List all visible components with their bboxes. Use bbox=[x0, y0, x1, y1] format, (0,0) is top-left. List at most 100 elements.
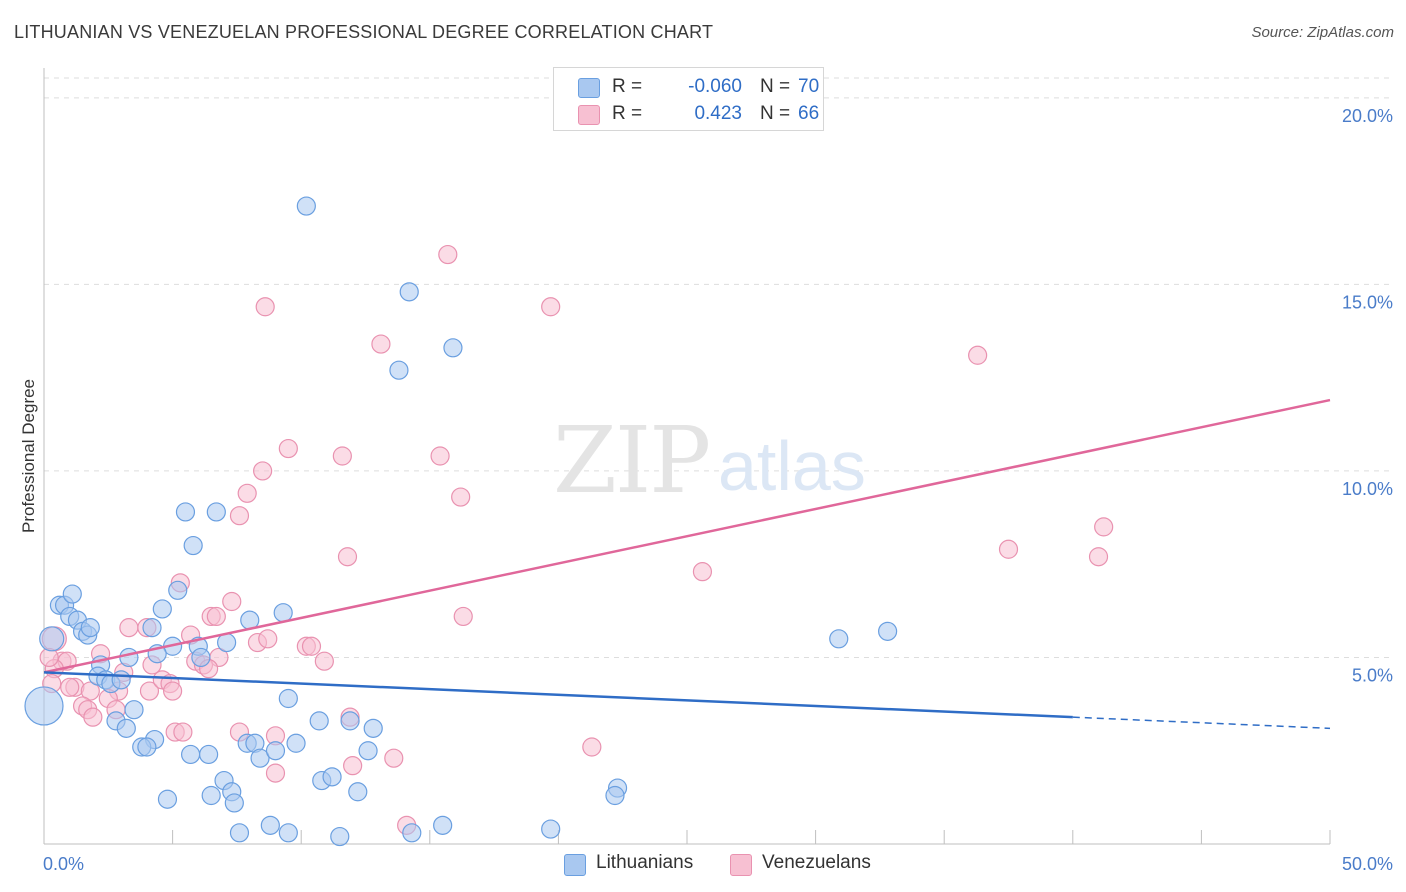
venezuelan-point bbox=[39, 647, 59, 668]
venezuelan-point bbox=[968, 345, 988, 365]
venezuelan-point bbox=[314, 651, 334, 671]
venezuelan-point bbox=[60, 677, 80, 697]
lithuanian-point bbox=[265, 741, 286, 761]
r-value: -0.060 bbox=[688, 76, 742, 97]
venezuelan-point bbox=[692, 562, 713, 582]
venezuelan-point bbox=[229, 506, 250, 526]
x-tick-label-min: 0.0% bbox=[43, 854, 84, 874]
lithuanians-legend-label: Lithuanians bbox=[596, 852, 694, 873]
n-label: N = bbox=[760, 76, 791, 97]
lithuanian-point bbox=[111, 670, 131, 690]
lithuanian-point bbox=[330, 826, 350, 847]
lithuanian-point bbox=[250, 748, 270, 768]
lithuanian-point bbox=[358, 741, 378, 761]
y-tick-label: 15.0% bbox=[1342, 292, 1393, 312]
lithuanian-point bbox=[878, 621, 898, 641]
venezuelan-point bbox=[301, 636, 322, 656]
lithuanian-point bbox=[363, 718, 383, 738]
lithuanian-point bbox=[402, 823, 422, 843]
n-label: N = bbox=[760, 103, 791, 124]
lithuanian-point bbox=[201, 785, 221, 806]
lithuanian-point bbox=[399, 282, 419, 302]
venezuelans-trend-line bbox=[43, 398, 1331, 674]
lithuanian-point bbox=[199, 744, 219, 765]
lithuanian-point bbox=[229, 823, 250, 843]
lithuanian-point bbox=[829, 629, 849, 649]
watermark-zip: ZIP bbox=[553, 407, 709, 514]
venezuelan-point bbox=[139, 681, 160, 701]
lithuanian-point bbox=[206, 502, 226, 522]
lithuanian-point bbox=[157, 789, 178, 809]
venezuelan-point bbox=[206, 606, 226, 627]
venezuelan-point bbox=[1094, 517, 1114, 537]
venezuelan-point bbox=[278, 438, 298, 459]
y-axis-title: Professional Degree bbox=[19, 379, 38, 533]
lithuanian-point bbox=[39, 626, 65, 652]
lithuanians-trend-extension bbox=[1072, 716, 1331, 730]
lithuanian-point bbox=[116, 718, 136, 738]
venezuelan-point bbox=[258, 629, 278, 649]
venezuelan-point bbox=[332, 446, 352, 466]
venezuelans-swatch bbox=[578, 105, 600, 125]
lithuanian-point bbox=[191, 647, 211, 668]
venezuelan-point bbox=[998, 539, 1019, 559]
lithuanian-point bbox=[181, 744, 201, 765]
venezuelan-point bbox=[222, 591, 242, 612]
correlation-legend: R = -0.060 N = 70 R = 0.423 N = 66 bbox=[553, 67, 824, 131]
lithuanian-point bbox=[278, 823, 298, 843]
trend-lines bbox=[43, 398, 1331, 730]
lithuanian-point bbox=[443, 338, 463, 358]
venezuelan-point bbox=[253, 461, 273, 481]
lithuanian-point bbox=[278, 688, 298, 709]
grid-lines bbox=[44, 77, 1394, 658]
venezuelan-point bbox=[237, 483, 257, 503]
chart-source: Source: ZipAtlas.com bbox=[1251, 24, 1394, 41]
lithuanian-point bbox=[605, 785, 625, 806]
x-tick-label-max: 50.0% bbox=[1342, 854, 1393, 874]
watermark-atlas: atlas bbox=[718, 427, 866, 505]
venezuelan-point bbox=[343, 756, 363, 776]
lithuanian-point bbox=[224, 793, 244, 813]
lithuanian-point bbox=[119, 647, 139, 668]
lithuanian-point bbox=[62, 584, 82, 604]
y-tick-label: 20.0% bbox=[1342, 106, 1393, 126]
venezuelan-point bbox=[430, 446, 450, 466]
venezuelan-point bbox=[384, 748, 404, 768]
lithuanian-point bbox=[137, 737, 157, 757]
lithuanian-point bbox=[80, 618, 100, 638]
venezuelan-point bbox=[541, 297, 561, 317]
y-tick-label: 10.0% bbox=[1342, 479, 1393, 499]
lithuanian-point bbox=[260, 815, 280, 835]
lithuanian-point bbox=[152, 599, 172, 619]
venezuelan-point bbox=[173, 722, 193, 742]
venezuelans-legend-label: Venezuelans bbox=[762, 852, 871, 873]
lithuanian-point bbox=[389, 360, 409, 380]
lithuanian-point bbox=[340, 711, 360, 731]
lithuanian-point bbox=[322, 767, 342, 787]
venezuelan-point bbox=[451, 487, 471, 507]
n-value: 66 bbox=[798, 103, 820, 124]
lithuanian-point bbox=[296, 196, 316, 216]
r-label: R = bbox=[612, 103, 643, 124]
venezuelan-point bbox=[453, 606, 473, 627]
venezuelans-legend-swatch bbox=[730, 854, 752, 876]
venezuelan-point bbox=[371, 334, 391, 354]
venezuelans-points bbox=[39, 244, 1114, 835]
venezuelan-point bbox=[582, 737, 602, 757]
lithuanians-swatch bbox=[578, 78, 600, 98]
lithuanian-point bbox=[348, 782, 368, 802]
lithuanian-point bbox=[309, 711, 329, 731]
lithuanian-point bbox=[124, 700, 144, 720]
venezuelan-point bbox=[337, 547, 358, 567]
lithuanians-trend-line bbox=[43, 671, 1073, 719]
y-tick-label: 5.0% bbox=[1352, 665, 1393, 685]
lithuanian-point bbox=[433, 815, 453, 835]
venezuelan-point bbox=[255, 297, 275, 317]
r-label: R = bbox=[612, 76, 643, 97]
lithuanian-point bbox=[183, 535, 203, 556]
venezuelan-point bbox=[163, 681, 183, 701]
venezuelan-point bbox=[1088, 547, 1109, 567]
lithuanian-point bbox=[142, 618, 162, 638]
n-value: 70 bbox=[798, 76, 820, 97]
